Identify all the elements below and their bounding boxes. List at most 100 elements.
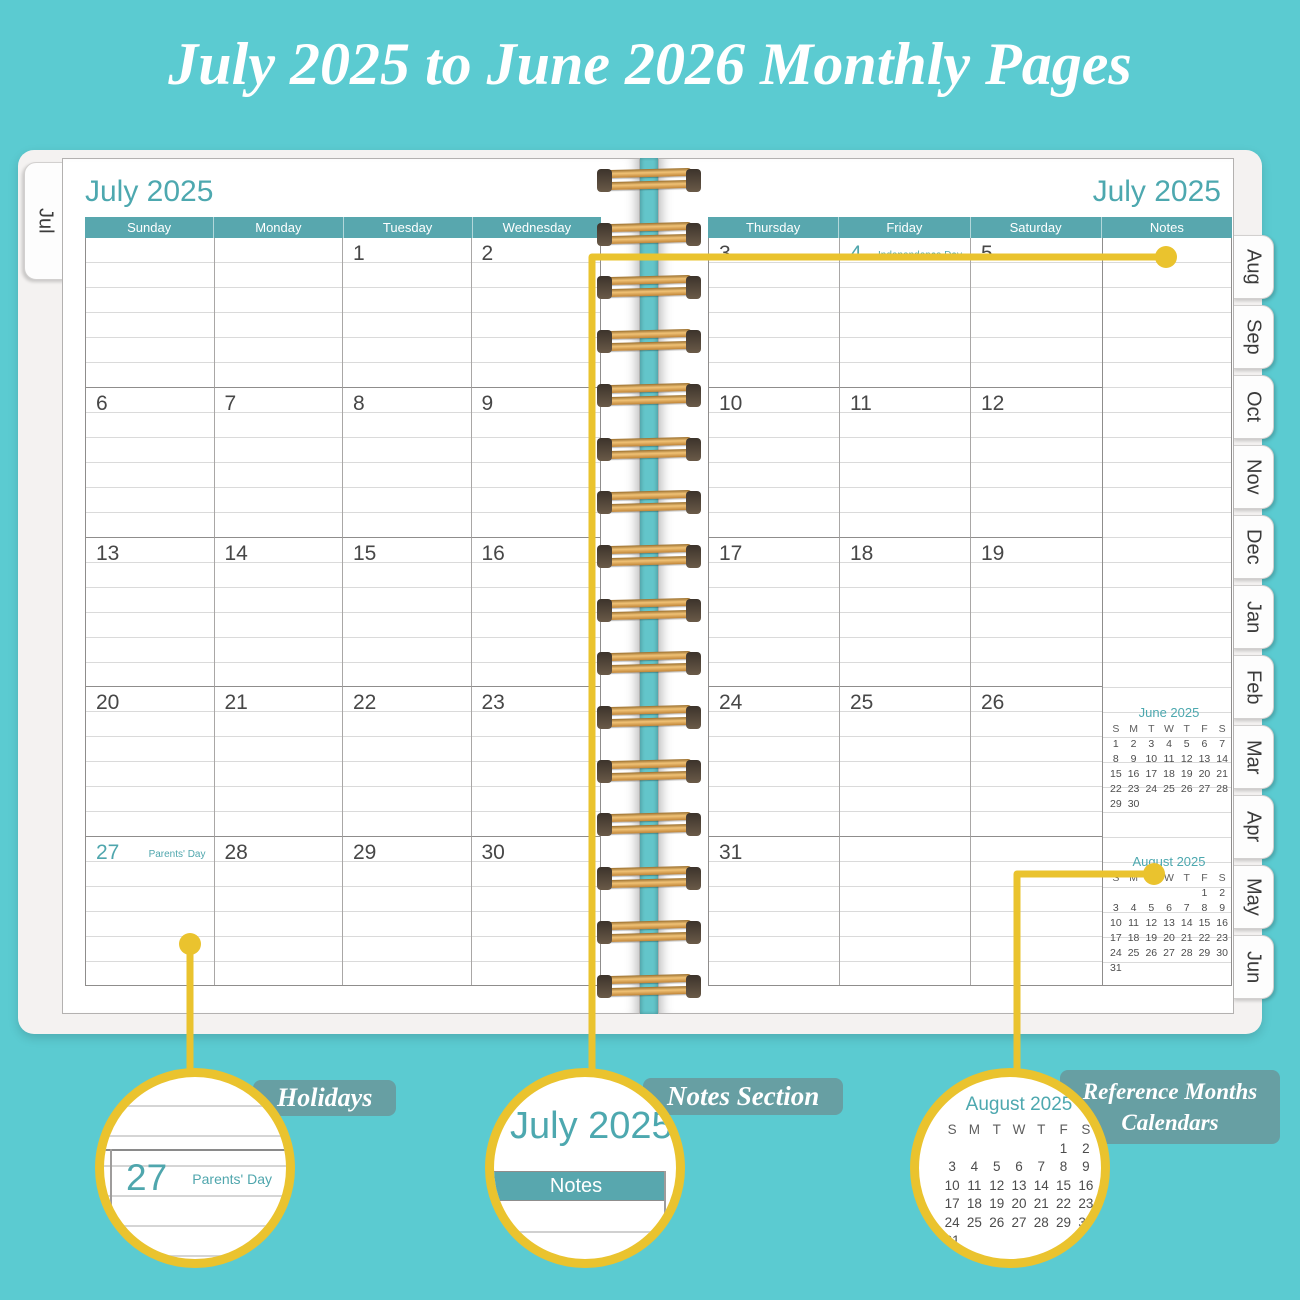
coil-end-cap [597, 169, 612, 192]
tab-mar[interactable]: Mar [1232, 725, 1274, 789]
spiral-coil [597, 328, 701, 355]
date-number: 22 [353, 691, 377, 715]
coil-wire [605, 812, 693, 823]
coil-wire [605, 275, 693, 286]
day-header-wednesday: Wednesday [502, 220, 572, 235]
mini-date: 20 [1198, 768, 1211, 780]
mini-date: 24 [944, 1214, 960, 1230]
coil-wire [605, 758, 693, 769]
mini-date: 26 [1145, 947, 1158, 959]
date-number: 28 [224, 840, 248, 864]
cell-head: 18 [840, 538, 970, 566]
mini-date: 18 [1127, 932, 1140, 944]
day-header-sunday: Sunday [85, 217, 215, 238]
tab-apr[interactable]: Apr [1232, 795, 1274, 859]
notes-column-header: Notes [494, 1171, 666, 1201]
mini-date [986, 1140, 1008, 1159]
tab-feb[interactable]: Feb [1232, 655, 1274, 719]
mini-date: 16 [1216, 917, 1228, 929]
mini-date [1196, 961, 1214, 976]
date-number: 10 [719, 392, 743, 416]
spiral-coil [597, 221, 701, 248]
mini-date: 2 [1082, 1140, 1090, 1156]
date-number: 3 [719, 242, 731, 265]
cell-head: 13 [86, 538, 214, 566]
calendar-cell-8: 8 [343, 387, 472, 537]
tab-jul[interactable]: Jul [24, 162, 66, 280]
mini-date: 13 [1163, 917, 1175, 929]
coil-wire [605, 919, 693, 930]
mini-date: 9 [1082, 1159, 1090, 1174]
mini-date: 10 [944, 1177, 960, 1193]
date-number: 2 [481, 242, 494, 265]
calendar-cell-12: 12 [971, 387, 1102, 537]
mini-date: 1 [1201, 887, 1208, 899]
calendar-cell-17: 17 [709, 536, 840, 687]
cell-head: 22 [343, 687, 471, 715]
holidays-callout-circle: 27 Parents' Day [95, 1068, 295, 1268]
cell-head: 1 [343, 238, 471, 266]
tab-nov-label: Nov [1242, 459, 1265, 495]
date-number: 26 [981, 691, 1005, 715]
mini-date: 16 [1127, 768, 1140, 780]
mini-day-letter: W [1164, 723, 1174, 735]
cell-head: 21 [215, 687, 343, 715]
mini-date [1160, 961, 1178, 976]
tab-jan[interactable]: Jan [1232, 585, 1274, 649]
mini-date [1142, 797, 1160, 812]
mini-date: 30 [1127, 798, 1140, 810]
calendar-cell-5: 5 [971, 238, 1102, 388]
tab-apr-label: Apr [1242, 811, 1265, 843]
mini-day-letter: S [1112, 872, 1120, 884]
spiral-coil [597, 597, 701, 624]
mini-date [1142, 886, 1160, 901]
mini-date: 24 [1145, 783, 1158, 795]
mini-day-letter: T [1037, 1122, 1046, 1137]
mini-date: 25 [1127, 947, 1140, 959]
mini-date [1008, 1232, 1030, 1251]
coil-wire [605, 716, 693, 728]
tab-aug[interactable]: Aug [1232, 235, 1274, 299]
tab-sep[interactable]: Sep [1232, 305, 1274, 369]
mini-date [986, 1232, 1008, 1251]
mini-date: 28 [1180, 947, 1193, 959]
coil-end-cap [686, 330, 701, 354]
tab-may[interactable]: May [1232, 865, 1274, 929]
calendar-cell-20: 20 [86, 686, 215, 836]
mini-date: 8 [1201, 902, 1208, 914]
mini-date: 27 [1198, 783, 1211, 795]
day-header-saturday: Saturday [971, 217, 1102, 238]
tab-oct[interactable]: Oct [1232, 375, 1274, 439]
date-number: 24 [719, 691, 743, 715]
calendar-cell-3: 3 [709, 238, 840, 388]
coil-end-cap [686, 974, 701, 998]
mini-calendar-title: June 2025 [1138, 705, 1200, 720]
tab-dec[interactable]: Dec [1232, 515, 1274, 579]
tab-jun[interactable]: Jun [1232, 935, 1274, 999]
mini-day-letter: S [947, 1122, 957, 1137]
mini-day-letter: W [1012, 1122, 1026, 1137]
mini-date: 26 [989, 1214, 1005, 1230]
mini-date [1160, 797, 1178, 812]
mini-date: 11 [1128, 917, 1140, 929]
left-month-title: July 2025 [85, 175, 214, 208]
spiral-coil [597, 758, 701, 785]
cell-head [840, 837, 970, 841]
cell-head: 26 [971, 687, 1102, 715]
calendar-cell-19: 19 [971, 536, 1102, 687]
mini-date: 28 [1216, 783, 1228, 795]
cell-head: 4 Independence Day [840, 238, 970, 266]
coil-wire [605, 597, 693, 608]
day-header-thursday: Thursday [708, 217, 840, 238]
cell-head: 30 [472, 837, 601, 865]
mini-calendar-title: August 2025 [965, 1094, 1073, 1115]
calendar-cell-27: 27 Parents' Day [86, 835, 215, 985]
cell-head: 14 [215, 538, 343, 566]
tab-nov[interactable]: Nov [1232, 445, 1274, 509]
coil-wire [605, 931, 693, 942]
coil-end-cap [686, 813, 701, 837]
mini-date: 17 [1145, 768, 1158, 780]
calendar-cell-15: 15 [343, 536, 472, 687]
calendar-cell-25: 25 [840, 686, 971, 836]
